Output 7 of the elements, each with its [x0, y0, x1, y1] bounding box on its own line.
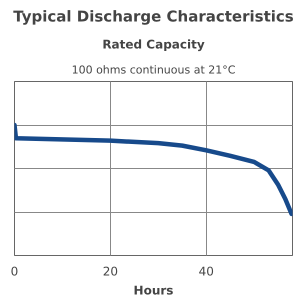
chart-subtitle: Rated Capacity: [102, 38, 205, 52]
x-tick-label: 40: [198, 264, 214, 278]
text: 100 ohms continuous at 21°C: [72, 64, 236, 76]
x-tick-label: 20: [102, 264, 118, 278]
x-axis-title: Hours: [134, 284, 174, 298]
x-tick-label: 0: [10, 264, 18, 278]
chart-title: Typical Discharge Characteristics: [13, 8, 294, 26]
